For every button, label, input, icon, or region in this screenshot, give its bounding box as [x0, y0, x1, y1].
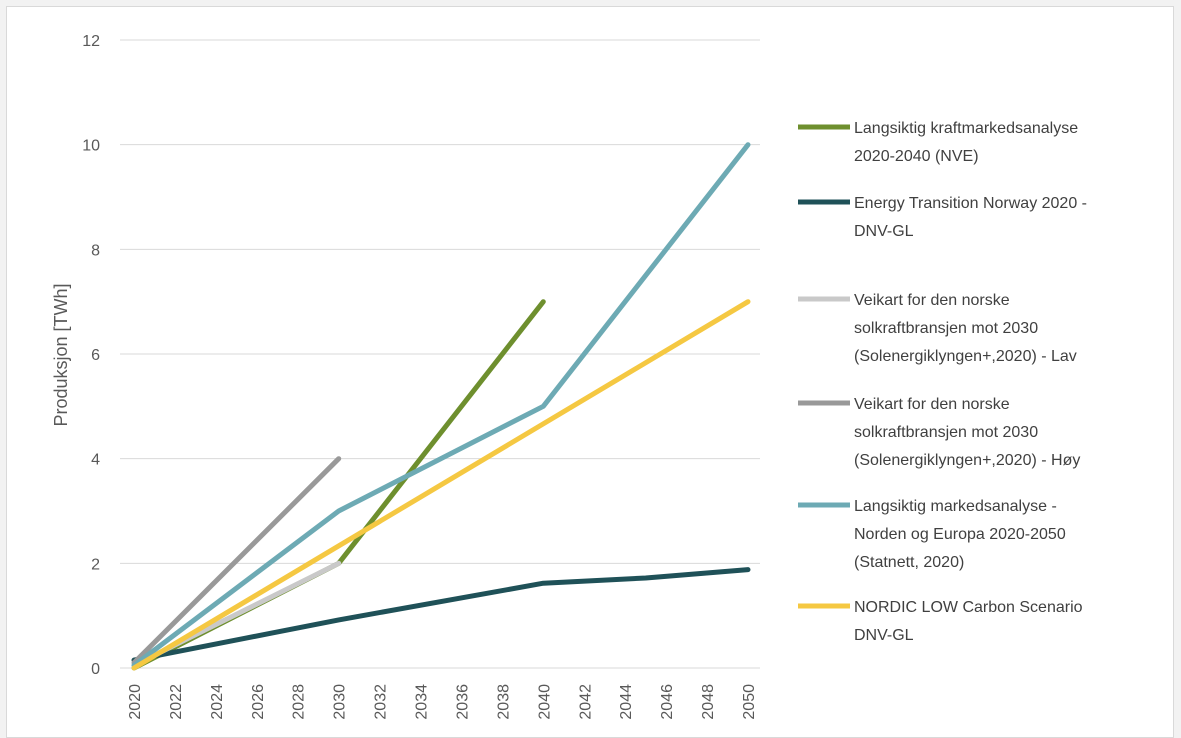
legend-label: Langsiktig kraftmarkedsanalyse: [854, 120, 1078, 137]
legend-label: Veikart for den norske: [854, 396, 1010, 413]
y-tick-label: 0: [91, 661, 100, 678]
x-tick-label: 2044: [618, 684, 635, 720]
legend-label: solkraftbransjen mot 2030: [854, 320, 1038, 337]
legend-label: (Solenergiklyngen+,2020) - Lav: [854, 348, 1077, 365]
x-tick-label: 2036: [454, 684, 471, 720]
y-tick-label: 6: [91, 347, 100, 364]
x-tick-label: 2042: [577, 684, 594, 720]
legend-label: Norden og Europa 2020-2050: [854, 526, 1066, 543]
x-tick-label: 2024: [209, 684, 226, 720]
series-line-2: [131, 567, 751, 663]
series-line-1: [131, 299, 546, 671]
x-tick-label: 2028: [291, 684, 308, 720]
x-axis-ticks: 2020 2022 2024 2026 2028 2030 2032 2034 2036 2038…: [127, 684, 758, 720]
y-tick-label: 12: [82, 33, 100, 50]
y-axis-title: Produksjon [TWh]: [51, 283, 71, 426]
legend: Langsiktig kraftmarkedsanalyse 2020-2040 …: [798, 120, 1087, 644]
legend-item-4: Veikart for den norske solkraftbransjen m…: [798, 396, 1080, 469]
x-tick-label: 2040: [536, 684, 553, 720]
legend-item-5: Langsiktig markedsanalyse - Norden og Eur…: [798, 498, 1066, 571]
legend-item-6: NORDIC LOW Carbon Scenario DNV-GL: [798, 599, 1083, 644]
x-tick-label: 2038: [495, 684, 512, 720]
legend-item-2: Energy Transition Norway 2020 - DNV-GL: [798, 195, 1087, 240]
series-line-4: [131, 456, 342, 666]
x-tick-label: 2030: [332, 684, 349, 720]
legend-label: NORDIC LOW Carbon Scenario: [854, 599, 1083, 616]
y-axis-ticks: 0 2 4 6 8 10 12: [82, 33, 100, 678]
x-tick-label: 2020: [127, 684, 144, 720]
x-tick-label: 2046: [659, 684, 676, 720]
legend-label: DNV-GL: [854, 223, 914, 240]
x-tick-label: 2034: [414, 684, 431, 720]
gridlines: [120, 39, 760, 669]
x-tick-label: 2050: [741, 684, 758, 720]
x-tick-label: 2048: [700, 684, 717, 720]
legend-label: 2020-2040 (NVE): [854, 148, 979, 165]
y-tick-label: 8: [91, 242, 100, 259]
series-line-5: [131, 142, 751, 668]
legend-item-1: Langsiktig kraftmarkedsanalyse 2020-2040 …: [798, 120, 1078, 165]
series-lines: [131, 142, 751, 671]
legend-label: Energy Transition Norway 2020 -: [854, 195, 1087, 212]
legend-item-3: Veikart for den norske solkraftbransjen m…: [798, 292, 1077, 365]
y-tick-label: 10: [82, 138, 100, 155]
legend-label: Veikart for den norske: [854, 292, 1010, 309]
x-tick-label: 2026: [250, 684, 267, 720]
y-tick-label: 4: [91, 452, 100, 469]
legend-label: (Statnett, 2020): [854, 554, 964, 571]
legend-label: DNV-GL: [854, 627, 914, 644]
legend-label: solkraftbransjen mot 2030: [854, 424, 1038, 441]
x-tick-label: 2032: [373, 684, 390, 720]
legend-label: (Solenergiklyngen+,2020) - Høy: [854, 452, 1080, 469]
x-tick-label: 2022: [168, 684, 185, 720]
legend-label: Langsiktig markedsanalyse -: [854, 498, 1057, 515]
series-line-6: [131, 299, 751, 671]
y-tick-label: 2: [91, 556, 100, 573]
